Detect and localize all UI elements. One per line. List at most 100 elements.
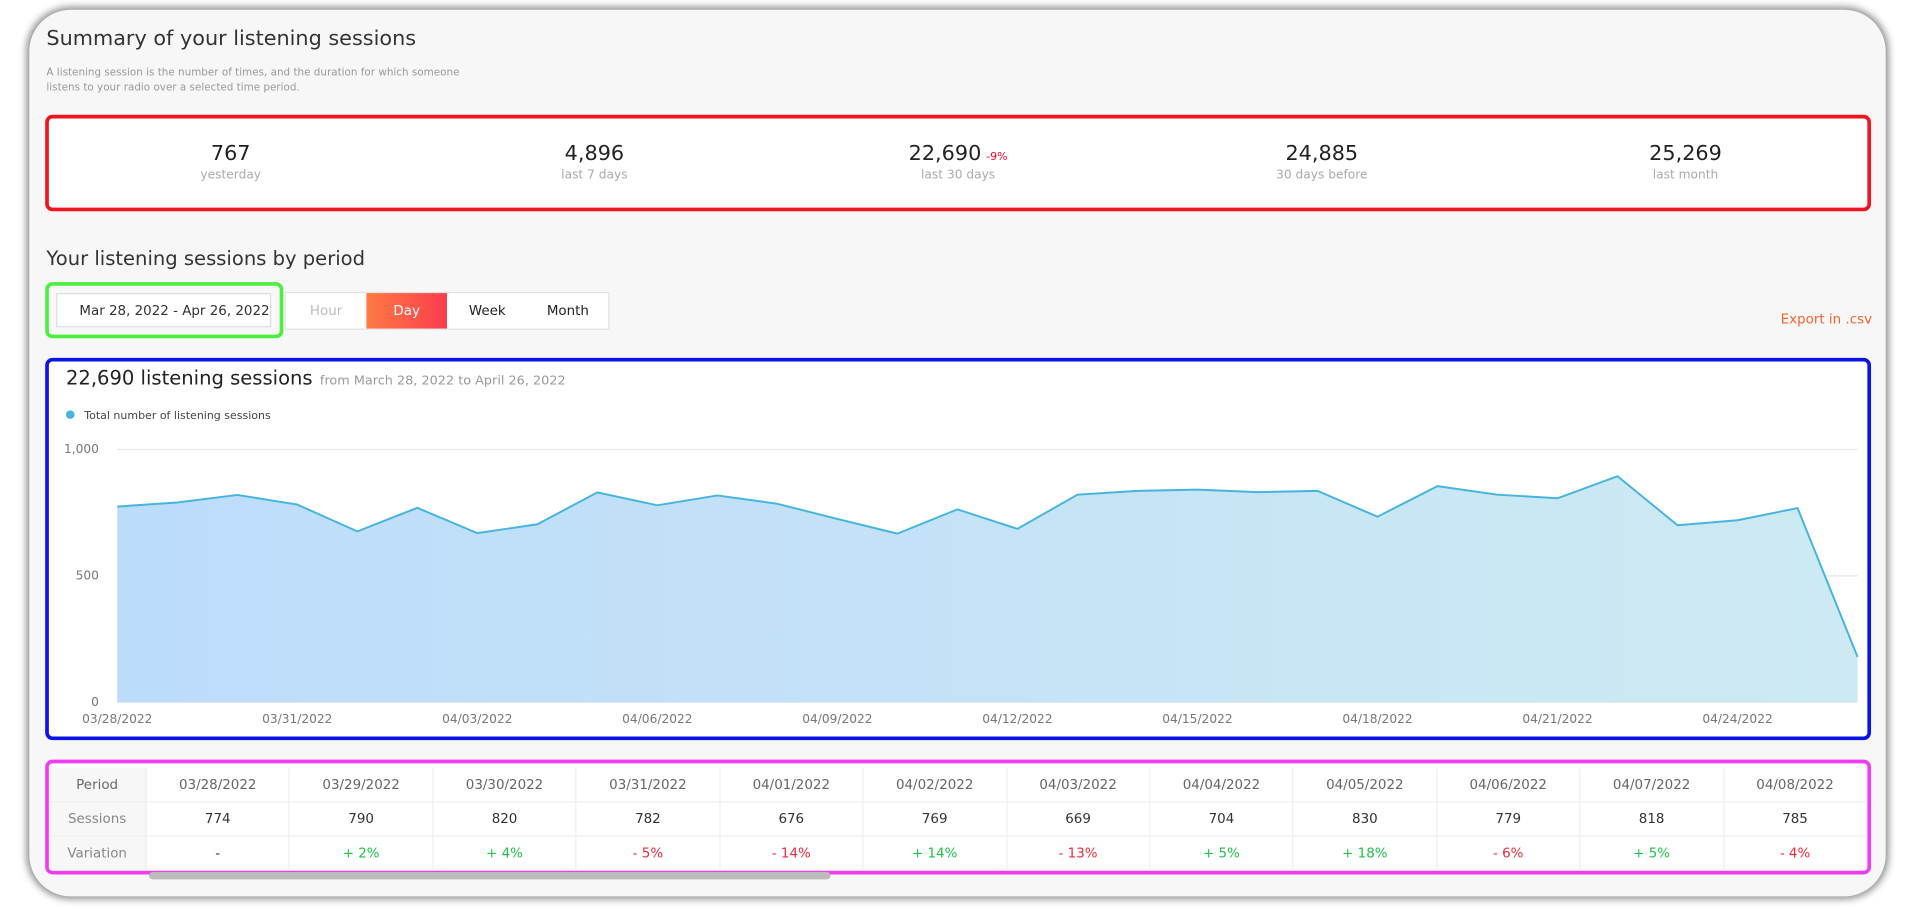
- scrollbar[interactable]: [148, 872, 831, 880]
- table-cell: + 4%: [432, 835, 577, 871]
- x-tick-label: 04/06/2022: [622, 712, 692, 726]
- column-header: 04/02/2022: [862, 768, 1007, 803]
- period-button[interactable]: Hour: [309, 302, 343, 319]
- x-tick-label: 03/28/2022: [82, 712, 152, 726]
- table-cell: + 18%: [1293, 835, 1438, 871]
- column-header: 03/29/2022: [289, 768, 434, 803]
- stat-change: -9%: [986, 151, 1008, 164]
- column-header: 04/03/2022: [1006, 768, 1151, 803]
- stat-number: 25,269: [1649, 141, 1722, 167]
- date-highlight: Mar 28, 2022 - Apr 26, 2022: [45, 282, 284, 339]
- table-cell: 774: [146, 801, 291, 837]
- table-cell: - 14%: [719, 835, 864, 871]
- table-cell: 820: [432, 801, 577, 837]
- legend: Total number of listening sessions: [65, 410, 271, 423]
- table-cell: 782: [576, 801, 721, 837]
- stat: 4,896 last 7 days: [413, 118, 777, 207]
- table-cell: 779: [1436, 801, 1581, 837]
- table-cell: + 5%: [1579, 835, 1724, 871]
- stat-label: last 30 days: [921, 168, 996, 182]
- table-row: Variation - + 2% + 4% - 5% - 14% + 14% - 13% + 5…: [48, 835, 1868, 871]
- table-cell: 790: [289, 801, 434, 837]
- legend-swatch: [65, 410, 75, 419]
- stat-number: 22,690: [908, 141, 982, 167]
- chart-subtitle: from March 28, 2022 to April 26, 2022: [319, 373, 566, 389]
- page-title: Summary of your listening sessions: [46, 26, 417, 52]
- date-picker[interactable]: Mar 28, 2022 - Apr 26, 2022: [56, 293, 272, 328]
- table-cell: 769: [862, 801, 1007, 837]
- column-header: 04/06/2022: [1436, 768, 1581, 803]
- row-header: Sessions: [48, 801, 147, 837]
- table-cell: + 5%: [1149, 835, 1294, 871]
- table-cell: 830: [1293, 801, 1438, 837]
- stats-panel: 767 yesterday 4,896 last 7 days 22,690 -9% las…: [45, 114, 1872, 212]
- chart-title: 22,690 listening sessions: [65, 366, 313, 390]
- stat-label: 30 days before: [1276, 168, 1368, 182]
- period-button[interactable]: Day: [366, 293, 447, 329]
- period-buttons: Hour Day Week Month: [284, 291, 610, 330]
- chart-header: 22,690 listening sessions from March 28, …: [66, 366, 566, 389]
- table-header: Period: [48, 768, 147, 803]
- table-cell: 818: [1579, 801, 1724, 837]
- table-cell: - 5%: [576, 835, 721, 871]
- table-row: Period 03/28/2022 03/29/2022 03/30/2022 03/3…: [48, 768, 1868, 803]
- table-cell: - 6%: [1436, 835, 1581, 871]
- table: Period 03/28/2022 03/29/2022 03/30/2022 03/3…: [48, 768, 1868, 871]
- table-cell: + 2%: [289, 835, 434, 871]
- x-tick-label: 03/31/2022: [262, 712, 332, 726]
- stat-value: 22,690 -9%: [776, 142, 1140, 166]
- y-tick-label: 1,000: [64, 442, 99, 456]
- x-tick-label: 04/12/2022: [982, 712, 1052, 726]
- column-header: 04/08/2022: [1723, 768, 1868, 803]
- stat-value: 767: [49, 142, 413, 166]
- legend-label: Total number of listening sessions: [84, 410, 271, 423]
- table-cell: 676: [719, 801, 864, 837]
- stat: 25,269 last month: [1504, 118, 1868, 207]
- stat-number: 767: [210, 141, 251, 167]
- period-button[interactable]: Week: [468, 302, 506, 319]
- section-title: Your listening sessions by period: [46, 246, 366, 270]
- stat-value: 4,896: [413, 142, 777, 166]
- column-header: 04/05/2022: [1293, 768, 1438, 803]
- column-header: 03/31/2022: [576, 768, 721, 803]
- stat-value: 24,885: [1140, 142, 1504, 166]
- description: A listening session is the number of tim…: [46, 67, 460, 95]
- area: [117, 476, 1858, 703]
- column-header: 04/07/2022: [1579, 768, 1724, 803]
- table-cell: - 13%: [1006, 835, 1151, 871]
- y-tick-label: 0: [91, 695, 99, 709]
- stat: 22,690 -9% last 30 days: [776, 118, 1140, 207]
- column-header: 04/04/2022: [1149, 768, 1294, 803]
- y-tick-label: 500: [76, 569, 99, 583]
- x-tick-label: 04/15/2022: [1162, 712, 1232, 726]
- table-cell: + 14%: [862, 835, 1007, 871]
- stat: 767 yesterday: [49, 118, 413, 207]
- period-button[interactable]: Month: [546, 302, 589, 319]
- row-header: Variation: [48, 835, 147, 871]
- column-header: 03/30/2022: [432, 768, 577, 803]
- stat-label: last month: [1652, 168, 1719, 182]
- x-tick-label: 04/09/2022: [802, 712, 872, 726]
- stat-label: yesterday: [200, 168, 262, 182]
- x-tick-label: 04/18/2022: [1342, 712, 1412, 726]
- x-tick-label: 04/03/2022: [442, 712, 512, 726]
- table-cell: -: [146, 835, 291, 871]
- table-cell: - 4%: [1723, 835, 1868, 871]
- data-table: Period 03/28/2022 03/29/2022 03/30/2022 03/3…: [45, 759, 1872, 875]
- stat-label: last 7 days: [561, 168, 628, 182]
- x-tick-label: 04/21/2022: [1522, 712, 1592, 726]
- column-header: 03/28/2022: [146, 768, 291, 803]
- column-header: 04/01/2022: [719, 768, 864, 803]
- table-cell: 785: [1723, 801, 1868, 837]
- stat-number: 24,885: [1285, 141, 1359, 167]
- table-cell: 669: [1006, 801, 1151, 837]
- table-row: Sessions 774 790 820 782 676 769 669 704 830 779 81…: [48, 801, 1868, 837]
- stat: 24,885 30 days before: [1140, 118, 1504, 207]
- table-cell: 704: [1149, 801, 1294, 837]
- stat-value: 25,269: [1504, 142, 1868, 166]
- export-link[interactable]: Export in .csv: [1780, 311, 1873, 328]
- stat-number: 4,896: [564, 141, 625, 167]
